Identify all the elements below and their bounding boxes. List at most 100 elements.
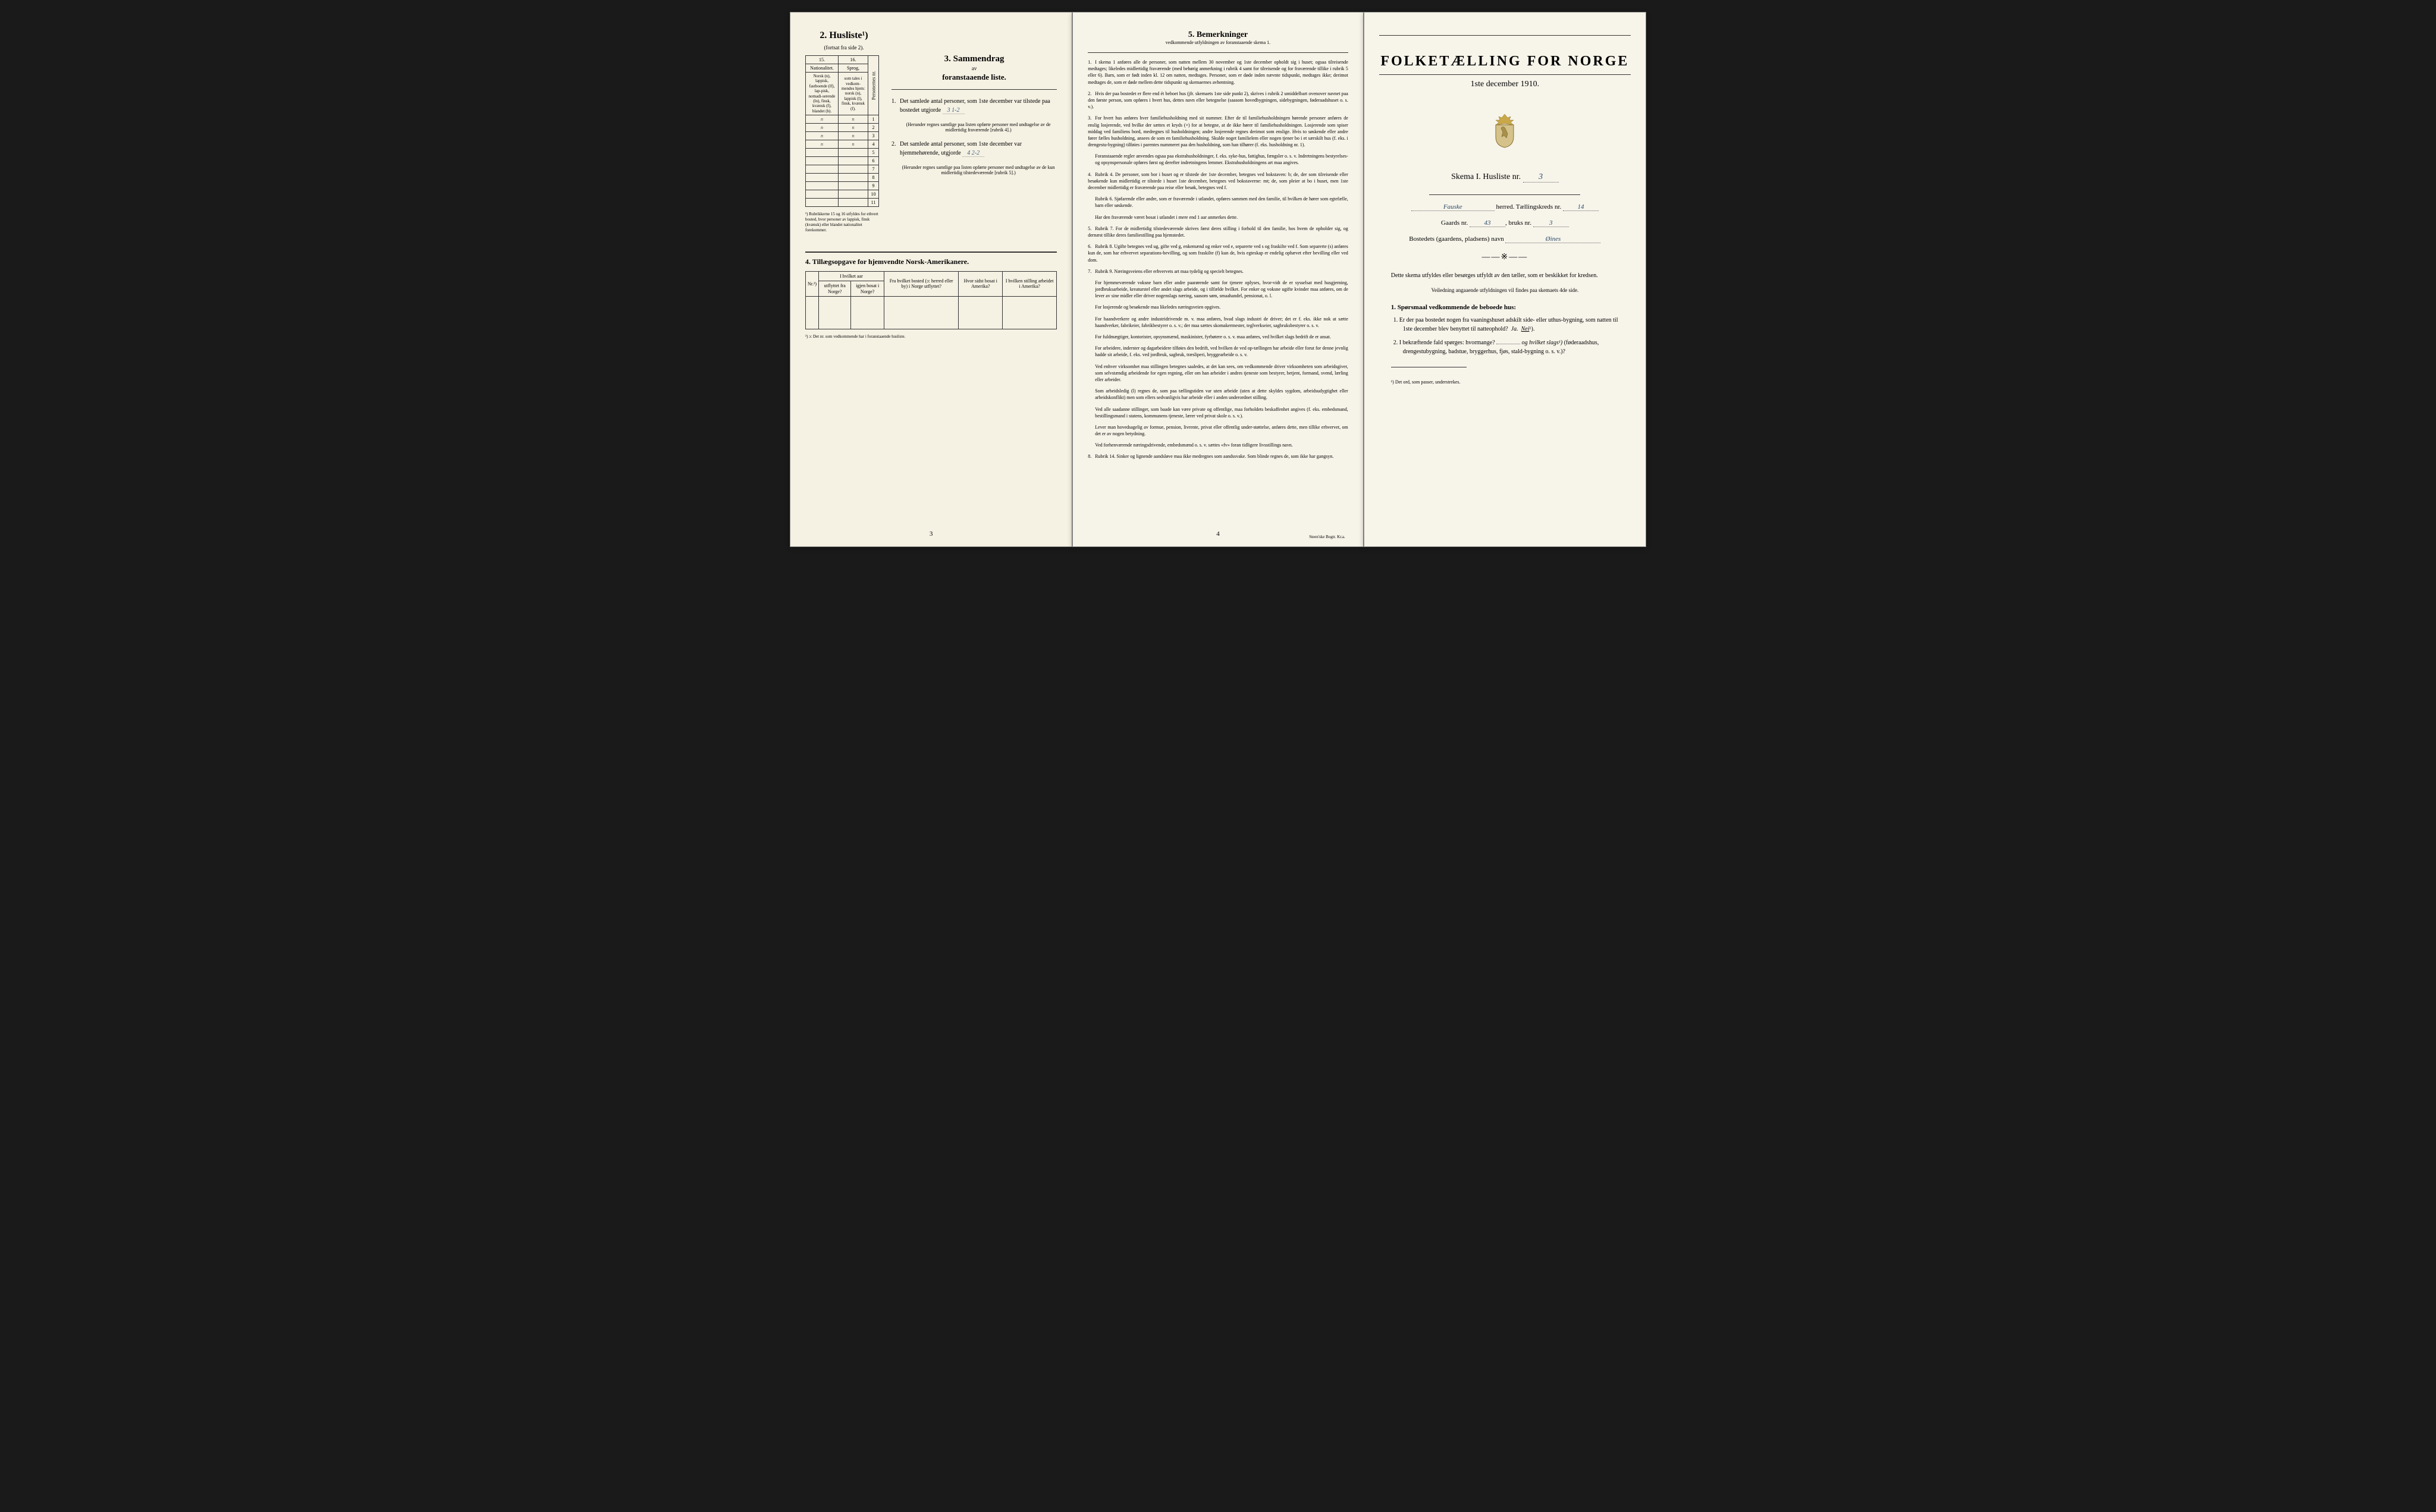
summary-item-2: 2. Det samlede antal personer, som 1ste … (891, 140, 1057, 158)
table-row: 7 (806, 165, 879, 174)
item2-value: 4 2-2 (962, 150, 984, 157)
nat-desc: Norsk (n), lappisk, fastboende (lf), lap… (806, 73, 839, 115)
tcol-4: I hvilken stilling arbeidet i Amerika? (1003, 271, 1057, 297)
tsubcol-0: utflyttet fra Norge? (819, 281, 851, 297)
col-15: 15. (806, 56, 839, 64)
table-row: 10 (806, 190, 879, 199)
intro-sub: Veiledning angaaende utfyldningen vil fi… (1379, 287, 1631, 293)
sprog-header: Sprog, (839, 64, 868, 73)
rule-extra: Ved alle saadanne stillinger, som baade … (1095, 406, 1348, 419)
table-row: 9 (806, 182, 879, 190)
rule-extra: Ved forhenværende næringsdrivende, embed… (1095, 442, 1348, 448)
page-3: 2. Husliste¹) (fortsat fra side 2). 15. … (790, 12, 1072, 547)
rule-extra: For hjemmeværende voksne barn eller andr… (1095, 279, 1348, 300)
section-4-block: 4. Tillægsopgave for hjemvendte Norsk-Am… (805, 252, 1057, 340)
footnote-1: ¹) Rubrikkerne 15 og 16 utfyldes for eth… (805, 212, 883, 233)
tillaeg-table: Nr.²) I hvilket aar Fra hvilket bosted (… (805, 271, 1057, 330)
item2-text: Det samlede antal personer, som 1ste dec… (900, 141, 1022, 156)
page-4: 5. Bemerkninger vedkommende utfyldningen… (1072, 12, 1364, 547)
rule-extra: For fuldmægtiger, kontorister, opsynsmæn… (1095, 334, 1348, 340)
section-4-title: 4. Tillægsopgave for hjemvendte Norsk-Am… (805, 252, 1057, 266)
skema-line: Skema I. Husliste nr. 3 (1379, 172, 1631, 183)
item2-note: (Herunder regnes samtlige paa listen opf… (900, 165, 1057, 175)
section-3-block: 3. Sammendrag av foranstaaende liste. 1.… (891, 54, 1057, 234)
rule-extra: Har den fraværende været bosat i utlande… (1095, 214, 1348, 221)
rule-extra: Som arbeidsledig (l) regnes de, som paa … (1095, 388, 1348, 401)
summary-item-1: 1. Det samlede antal personer, som 1ste … (891, 97, 1057, 115)
section-2-block: 2. Husliste¹) (fortsat fra side 2). 15. … (805, 30, 883, 234)
section-3-av: av (891, 65, 1057, 71)
item1-note: (Herunder regnes samtlige paa listen opf… (900, 122, 1057, 133)
rule-item: 1.I skema 1 anføres alle de personer, so… (1088, 59, 1348, 86)
question-header: 1. Spørsmaal vedkommende de beboede hus: (1391, 304, 1619, 311)
gaards-value: 43 (1470, 219, 1505, 227)
census-date: 1ste december 1910. (1379, 80, 1631, 89)
person-nr-label: Personernes nr. (868, 56, 879, 115)
table-row: 5 (806, 149, 879, 157)
printer-credit: Steen'ske Bogtr. Kr.a. (1309, 535, 1345, 539)
ornament: ——※—— (1379, 252, 1631, 262)
tcol-2: Fra hvilket bosted (ɔ: herred eller by) … (884, 271, 959, 297)
page3-footnote: ¹) Det ord, som passer, understrekes. (1391, 379, 1619, 385)
section-5-sub: vedkommende utfyldningen av foranstaaend… (1088, 40, 1348, 45)
table-row: nn4 (806, 140, 879, 149)
coat-of-arms-icon (1490, 113, 1520, 149)
section-5-title: 5. Bemerkninger (1088, 30, 1348, 40)
tcol-0: Nr.²) (806, 271, 819, 297)
rule-item: 5.Rubrik 7. For de midlertidig tilstedev… (1088, 225, 1348, 238)
table-row: 11 (806, 199, 879, 207)
intro-text: Dette skema utfyldes eller besørges utfy… (1391, 271, 1619, 280)
section-2-title: 2. Husliste¹) (805, 30, 883, 41)
question-1: 1. Er der paa bostedet nogen fra vaaning… (1403, 316, 1619, 334)
tsubcol-1: igjen bosat i Norge? (851, 281, 884, 297)
rule-item: 3.For hvert hus anføres hver familiehush… (1088, 115, 1348, 148)
sprog-desc: som tales i vedkom-mendes hjem: norsk (n… (839, 73, 868, 115)
herred-line: Fauske herred. Tællingskreds nr. 14 (1379, 203, 1631, 211)
col-16: 16. (839, 56, 868, 64)
rule-item: 7.Rubrik 9. Næringsveiens eller erhverve… (1088, 268, 1348, 275)
section-3-sub: foranstaaende liste. (891, 73, 1057, 82)
footnote-2: ²) ɔ: Det nr. som vedkommende har i fora… (805, 334, 1057, 340)
kreds-value: 14 (1563, 203, 1599, 211)
rule-extra: For arbeidere, inderster og dagarbeidere… (1095, 345, 1348, 358)
nat-header: Nationalitet. (806, 64, 839, 73)
table-row: nn3 (806, 132, 879, 140)
bruks-value: 3 (1533, 219, 1569, 227)
rule-extra: Ved enhver virksomhet maa stillingen bet… (1095, 363, 1348, 383)
main-title: FOLKETÆLLING FOR NORGE (1379, 54, 1631, 70)
item1-text: Det samlede antal personer, som 1ste dec… (900, 98, 1050, 114)
tcol-1: I hvilket aar (819, 271, 884, 281)
rule-item: 2.Hvis der paa bostedet er flere end ét … (1088, 90, 1348, 111)
rule-item: 6.Rubrik 8. Ugifte betegnes ved ug, gift… (1088, 243, 1348, 263)
bosted-line: Bostedets (gaardens, pladsens) navn Øine… (1379, 235, 1631, 243)
rule-extra: Rubrik 6. Sjøfarende eller andre, som er… (1095, 196, 1348, 209)
section-5-block: 5. Bemerkninger vedkommende utfyldningen… (1088, 30, 1348, 460)
page-number: 4 (1216, 530, 1220, 537)
ja-option: Ja. (1511, 326, 1518, 332)
title-page: FOLKETÆLLING FOR NORGE 1ste december 191… (1364, 12, 1646, 547)
rule-extra: For haandverkere og andre industridriven… (1095, 316, 1348, 329)
table-row: nn2 (806, 124, 879, 132)
section-2-sub: (fortsat fra side 2). (805, 45, 883, 51)
item1-value: 3 1-2 (943, 107, 965, 114)
husliste-nr: 3 (1523, 172, 1559, 183)
rule-item: 4.Rubrik 4. De personer, som bor i huset… (1088, 171, 1348, 191)
table-row: 8 (806, 174, 879, 182)
nei-option: Nei (1521, 326, 1530, 332)
rule-extra: Lever man hovedsagelig av formue, pensio… (1095, 424, 1348, 437)
bosted-value: Øines (1505, 235, 1600, 243)
table-row: nn1 (806, 115, 879, 124)
census-document: 2. Husliste¹) (fortsat fra side 2). 15. … (790, 12, 1646, 547)
gaards-line: Gaards nr. 43, bruks nr. 3 (1379, 219, 1631, 227)
section-3-title: 3. Sammendrag (891, 54, 1057, 64)
tcol-3: Hvor sidst bosat i Amerika? (959, 271, 1003, 297)
rule-extra: For losjerende og besøkende maa likelede… (1095, 304, 1348, 310)
nationality-table: 15. 16. Personernes nr. Nationalitet. Sp… (805, 55, 879, 207)
herred-value: Fauske (1411, 203, 1495, 211)
question-2: 2. I bekræftende fald spørges: hvormange… (1403, 338, 1619, 356)
table-row (806, 297, 1057, 329)
rule-item: 8.Rubrik 14. Sinker og lignende aandsløv… (1088, 453, 1348, 460)
page-number: 3 (930, 530, 933, 537)
table-row: 6 (806, 157, 879, 165)
rule-extra: Foranstaaende regler anvendes ogsaa paa … (1095, 153, 1348, 166)
